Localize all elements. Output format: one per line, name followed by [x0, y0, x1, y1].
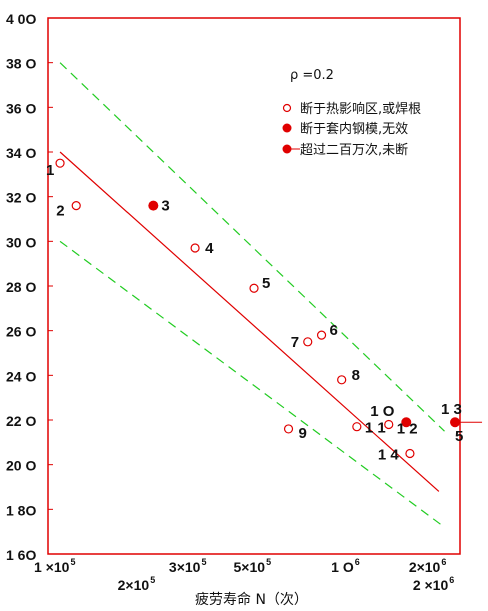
point-label-8: 8 [352, 367, 360, 384]
data-point-4 [190, 243, 200, 253]
fit-line-layer [59, 151, 440, 492]
x-tick-sup-500000: 5 [266, 557, 271, 567]
scatter-band-layer [59, 62, 445, 528]
point-label-9: 9 [299, 425, 307, 442]
x-tick-sup-100000: 5 [70, 557, 75, 567]
data-points-layer [55, 158, 483, 459]
y-tick-200: 20 O [6, 458, 36, 474]
y-tick-360: 36 O [6, 100, 36, 116]
y-tick-160: 1 6O [6, 547, 36, 563]
legend-open-circle-icon [282, 103, 292, 113]
point-label-6: 6 [330, 322, 338, 339]
data-point-14 [405, 448, 415, 459]
x-tick-sup-300000: 5 [201, 557, 206, 567]
legend-item-3: 超过二百万次,未断 [300, 142, 408, 158]
x-tick-1000000: 1 O [331, 559, 354, 575]
y-tick-240: 24 O [6, 368, 36, 384]
point-label-7: 7 [291, 334, 299, 351]
legend-item-1: 断于热影响区,或焊根 [300, 101, 421, 117]
point-label-14: 1 4 [378, 447, 400, 464]
point-label-1: 1 [46, 162, 54, 179]
x-tick-row2-2000000: 2 ×10 [413, 577, 449, 593]
y-tick-380: 38 O [6, 56, 36, 72]
data-point-9 [283, 424, 294, 434]
x-tick-500000: 5×10 [234, 559, 266, 575]
data-point-5 [249, 283, 259, 293]
legend-filled-circle-icon [282, 123, 292, 133]
point-label-11: 1 1 [365, 420, 386, 437]
x-tick-100000: 1 ×10 [34, 559, 70, 575]
fit-line [59, 151, 440, 492]
data-point-8 [337, 375, 347, 385]
point-label-13: 1 3 [441, 401, 462, 418]
point-label-2: 2 [56, 203, 64, 220]
y-tick-280: 28 O [6, 279, 36, 295]
y-tick-220: 22 O [6, 413, 36, 429]
data-point-6 [316, 330, 327, 340]
data-point-1 [55, 158, 65, 168]
data-point-2 [71, 201, 81, 211]
x-tick-sup-1000000: 6 [355, 557, 360, 567]
data-point-3 [148, 200, 159, 211]
data-point-7 [303, 337, 313, 347]
x-tick-row2-200000: 2×10 [118, 577, 150, 593]
point-label-12: 1 2 [397, 420, 418, 437]
x-tick-row2-sup-200000: 5 [150, 575, 155, 585]
y-tick-340: 34 O [6, 145, 36, 161]
y-tick-180: 1 8O [6, 502, 36, 518]
y-tick-260: 26 O [6, 324, 36, 340]
data-point-11 [352, 422, 362, 432]
x-tick-row2-sup-2000000: 6 [449, 575, 454, 585]
point-label-3: 3 [161, 198, 169, 215]
data-point-12 [384, 419, 394, 430]
x-tick-sup-2000000: 6 [441, 557, 446, 567]
point-label-10: 1 O [370, 403, 395, 420]
stress-ratio-label: ρ =0.2 [290, 68, 334, 83]
y-tick-300: 30 O [6, 234, 36, 250]
upper-bound-line [59, 62, 445, 432]
point-label-5: 5 [262, 275, 270, 292]
x-axis-title: 疲劳寿命 N（次） [195, 591, 308, 608]
point-labels-layer: 1 2 3 4 5 6 7 8 9 1 O1 1 1 2 1 3 1 4 5 [46, 162, 463, 463]
x-tick-300000: 3×10 [169, 559, 201, 575]
x-tick-labels: 1 ×10 5 3×10 5 5×10 5 1 O 6 2×10 62×10 5 2 ×10 6 [34, 557, 454, 593]
legend: ρ =0.2 断于热影响区,或焊根 断于套内钢模,无效 超过二百万次,未断 [282, 68, 421, 158]
y-tick-400: 4 0O [6, 11, 36, 27]
y-tick-320: 32 O [6, 190, 36, 206]
data-point-10 [401, 417, 412, 428]
x-tick-2000000: 2×10 [409, 559, 441, 575]
legend-item-2: 断于套内钢模,无效 [300, 121, 408, 137]
y-tick-labels: 4 0O 38 O 36 O 34 O 32 O 30 O 28 O 26 O 24 O 22 O… [6, 11, 53, 563]
lower-bound-line [59, 240, 445, 528]
point-label-4: 4 [205, 240, 214, 257]
point-label-15: 5 [455, 428, 463, 445]
